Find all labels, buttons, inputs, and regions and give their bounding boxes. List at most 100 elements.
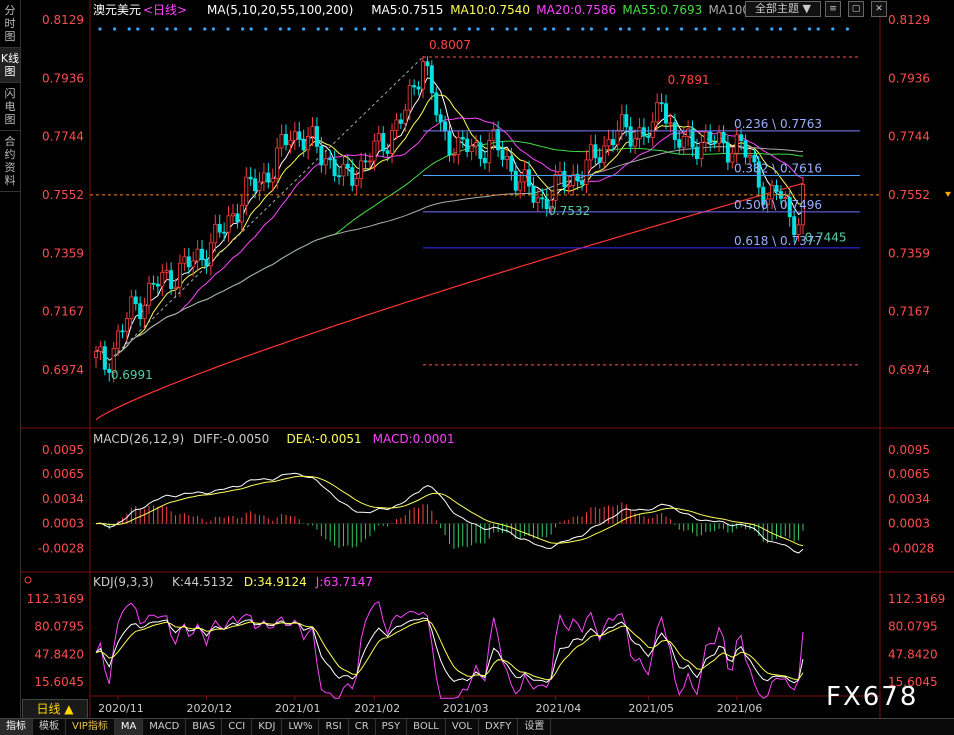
event-dot <box>241 27 245 31</box>
ma20-line <box>95 117 804 361</box>
candle-body <box>306 135 311 151</box>
bottom-tab-9[interactable]: RSI <box>319 719 349 735</box>
event-dot <box>377 27 381 31</box>
bottom-tab-11[interactable]: PSY <box>376 719 408 735</box>
candle-body <box>553 173 558 201</box>
candle-body <box>465 138 470 152</box>
bottom-tab-3[interactable]: MA <box>114 719 144 735</box>
candle-body <box>124 318 129 332</box>
candle-body <box>443 121 448 132</box>
event-dot <box>278 27 282 31</box>
event-dot <box>400 27 404 31</box>
main-ytick-left-6: 0.6974 <box>42 363 84 377</box>
xtick-label-2: 2021/01 <box>275 702 321 715</box>
bottom-tab-6[interactable]: CCI <box>222 719 253 735</box>
candle-body <box>438 114 443 123</box>
candle-body <box>721 131 726 144</box>
event-dot <box>150 27 154 31</box>
tab-timeshare[interactable]: 分时图 <box>0 0 20 48</box>
bottom-tab-8[interactable]: LW% <box>282 719 320 735</box>
bottom-tab-13[interactable]: VOL <box>446 719 479 735</box>
bottom-tab-12[interactable]: BOLL <box>407 719 446 735</box>
event-dot <box>665 27 669 31</box>
candle-body <box>456 137 461 156</box>
candle-body <box>650 121 655 138</box>
tab-flash[interactable]: 闪电图 <box>0 83 20 131</box>
period-selector[interactable]: 日线 ▲ <box>22 699 88 719</box>
candle-body <box>606 139 611 147</box>
macd-ytick-left-1: 0.0065 <box>42 467 84 481</box>
bottom-tab-0[interactable]: 指标 <box>0 719 33 735</box>
candle-body <box>385 150 390 154</box>
macd-ytick-right-3: 0.0003 <box>888 517 930 531</box>
candle-body <box>686 128 691 137</box>
main-ytick-left-1: 0.7936 <box>42 71 84 85</box>
candle-body <box>434 92 439 116</box>
watermark-logo: FX678 <box>826 682 919 712</box>
bottom-tab-2[interactable]: VIP指标 <box>66 719 115 735</box>
candle-body <box>487 140 492 164</box>
candle-body <box>195 248 200 262</box>
bottom-tab-10[interactable]: CR <box>349 719 376 735</box>
fib-label-2: 0.500 \ 0.7496 <box>734 198 822 212</box>
candle-body <box>412 85 417 88</box>
event-dot <box>249 27 253 31</box>
candle-body <box>469 145 474 152</box>
ma5-line <box>95 77 804 361</box>
candle-body <box>292 131 297 141</box>
candle-body <box>765 198 770 205</box>
macd-ytick-right-1: 0.0065 <box>888 467 930 481</box>
xtick-label-6: 2021/05 <box>628 702 674 715</box>
bottom-tab-1[interactable]: 模板 <box>33 719 66 735</box>
candle-body <box>275 147 280 180</box>
candle-body <box>531 185 536 203</box>
bottom-tab-5[interactable]: BIAS <box>186 719 223 735</box>
event-dot <box>808 27 812 31</box>
candle-body <box>429 65 434 94</box>
candle-body <box>381 133 386 152</box>
candle-body <box>628 126 633 147</box>
candle-body <box>314 126 319 147</box>
xtick-label-7: 2021/06 <box>717 702 763 715</box>
event-dot <box>165 27 169 31</box>
bottom-tab-4[interactable]: MACD <box>143 719 187 735</box>
sidebar: 分时图 K线图 闪电图 合约资料 <box>0 0 21 718</box>
candle-body <box>102 346 107 370</box>
candle-body <box>160 271 165 287</box>
bottom-tab-15[interactable]: 设置 <box>518 719 552 735</box>
price-annotation-0: 0.8007 <box>429 38 471 52</box>
close-icon[interactable]: ✕ <box>871 1 887 17</box>
kdj-ytick-right-1: 80.0795 <box>888 620 938 634</box>
candle-body <box>770 185 775 200</box>
candle-body <box>261 172 266 183</box>
candle-body <box>783 197 788 199</box>
event-dot <box>589 27 594 31</box>
candle-body <box>310 126 315 137</box>
candle-body <box>186 256 191 268</box>
candle-body <box>332 159 337 177</box>
xtick-label-4: 2021/03 <box>443 702 489 715</box>
candle-body <box>169 270 174 289</box>
event-dot <box>264 27 268 31</box>
candle-body <box>624 114 629 128</box>
candle-body <box>478 142 483 159</box>
candle-body <box>235 213 240 223</box>
tab-contract-info[interactable]: 合约资料 <box>0 131 20 192</box>
macd-ytick-left-2: 0.0034 <box>42 492 84 506</box>
event-dot <box>604 27 608 31</box>
menu-icon[interactable]: ≡ <box>825 1 841 17</box>
event-dot <box>127 27 131 31</box>
theme-dropdown[interactable]: 全部主题 ▼ <box>745 1 821 17</box>
legend-item: MA20:0.7586 <box>536 3 616 17</box>
candle-body <box>694 146 699 159</box>
maximize-icon[interactable]: ▢ <box>848 1 864 17</box>
bottom-tab-14[interactable]: DXFY <box>479 719 519 735</box>
event-dot <box>581 27 585 31</box>
event-dot <box>831 27 835 31</box>
tab-kline[interactable]: K线图 <box>0 48 20 83</box>
candle-body <box>138 303 143 320</box>
chart-area[interactable]: 0.8129 0.8129 0.7936 0.7936 0.7744 0.7744 0.75… <box>20 0 954 718</box>
candle-body <box>730 152 735 163</box>
event-dot <box>505 27 509 31</box>
bottom-tab-7[interactable]: KDJ <box>252 719 283 735</box>
